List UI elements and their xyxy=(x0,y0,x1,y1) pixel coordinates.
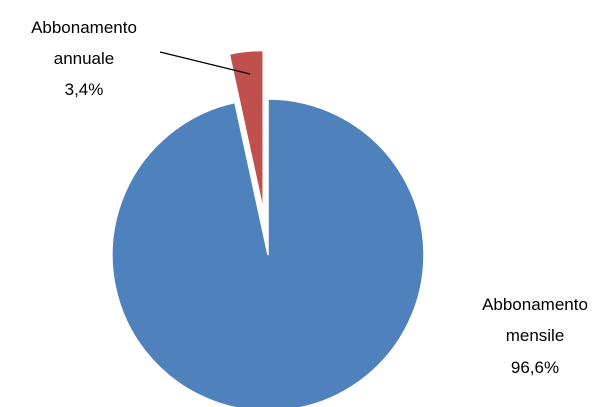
annual-leader-line xyxy=(159,51,251,75)
monthly-label-line-1: Abbonamento xyxy=(482,295,588,314)
monthly-value-label: 96,6% xyxy=(511,358,559,377)
monthly-label-line-2: mensile xyxy=(506,326,565,345)
pie-slice-monthly xyxy=(111,98,425,407)
annual-value-label: 3,4% xyxy=(65,80,104,99)
annual-label-line-1: Abbonamento xyxy=(31,18,137,37)
annual-label-line-2: annuale xyxy=(54,49,115,68)
pie-slice-annual xyxy=(228,49,264,211)
